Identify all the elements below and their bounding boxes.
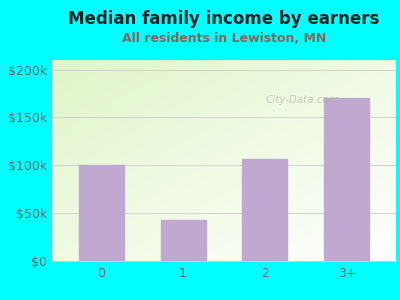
Text: All residents in Lewiston, MN: All residents in Lewiston, MN [122,32,326,44]
Bar [242,159,288,261]
Bar [79,165,124,261]
Bar [324,98,369,261]
Bar [160,220,206,261]
Text: Median family income by earners: Median family income by earners [68,11,380,28]
Text: City-Data.com: City-Data.com [266,95,340,105]
